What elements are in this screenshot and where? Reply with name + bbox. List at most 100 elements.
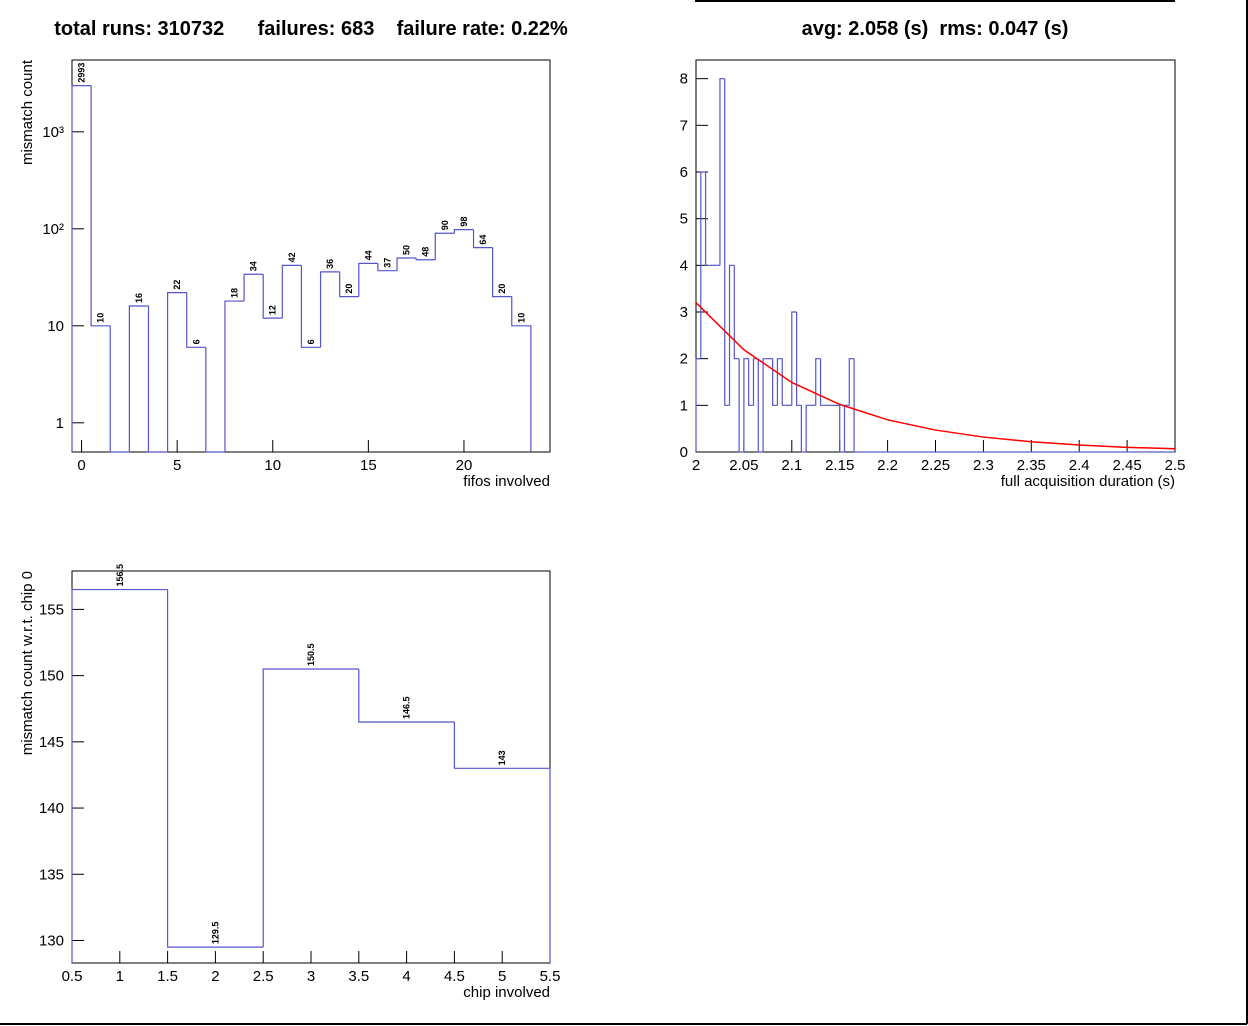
x-tick-label: 20 [456, 457, 473, 474]
x-tick-label: 2.4 [1069, 457, 1090, 474]
histogram-bin [772, 358, 778, 406]
y-tick-label: 3 [680, 304, 688, 321]
x-tick-label: 4.5 [444, 968, 465, 985]
histogram-bin [300, 265, 321, 348]
histogram-bin [224, 300, 245, 452]
x-tick-label: 5.5 [540, 968, 561, 985]
histogram-bin [205, 347, 225, 453]
x-tick-label: 3 [307, 968, 315, 985]
y-tick-label: 140 [39, 800, 64, 817]
value-label: 156.5 [115, 564, 125, 587]
histogram-bin [819, 358, 826, 406]
histogram-bin [358, 262, 378, 297]
plot-frame [71, 59, 551, 453]
histogram-bin [453, 229, 474, 234]
y-tick-label: 1 [56, 415, 64, 432]
y-tick-label: 7 [680, 117, 688, 134]
histogram-bin [776, 358, 783, 406]
value-label: 16 [134, 293, 144, 303]
histogram-bin [843, 404, 850, 452]
histogram-bin [262, 668, 359, 948]
histogram-bin [781, 358, 788, 406]
histogram-bin [511, 296, 532, 452]
x-axis-label: full acquisition duration (s) [1001, 473, 1175, 490]
histogram-bin [128, 305, 149, 452]
x-axis-label: chip involved [463, 984, 550, 1001]
y-tick-label: 135 [39, 866, 64, 883]
x-tick-label: 2.05 [729, 457, 758, 474]
value-label: 146.5 [402, 696, 412, 719]
histogram-bin [186, 292, 206, 348]
y-axis-label: mismatch count [19, 59, 36, 165]
histogram-bin [752, 358, 759, 406]
x-tick-label: 1 [116, 968, 124, 985]
histogram-bin [71, 85, 92, 452]
y-tick-label: 6 [680, 164, 688, 181]
x-tick-label: 2 [692, 457, 700, 474]
histogram-bin [748, 358, 754, 406]
x-tick-label: 2.3 [973, 457, 994, 474]
x-tick-label: 2.45 [1112, 457, 1141, 474]
value-label: 10 [96, 313, 106, 323]
chart-title: total runs: 310732 failures: 683 failure… [54, 18, 568, 40]
y-tick-label: 2 [680, 351, 688, 368]
histogram-bin [700, 171, 706, 359]
histogram-bin [757, 358, 764, 453]
histogram-bin [262, 274, 283, 319]
x-tick-label: 15 [360, 457, 377, 474]
value-label: 44 [363, 250, 373, 260]
x-tick-label: 2.1 [781, 457, 802, 474]
histogram-bin [848, 358, 855, 406]
histogram-bin [743, 358, 749, 452]
y-tick-label: 0 [680, 444, 688, 461]
x-tick-label: 2 [211, 968, 219, 985]
histogram-bin [791, 311, 797, 406]
histogram-bin [472, 229, 493, 249]
value-label: 18 [230, 288, 240, 298]
value-label: 143 [497, 750, 507, 765]
value-label: 50 [402, 245, 412, 255]
x-tick-label: 2.15 [825, 457, 854, 474]
y-tick-label: 1 [680, 397, 688, 414]
histogram-bin [396, 257, 417, 271]
x-tick-label: 2.35 [1017, 457, 1046, 474]
chart-title: avg: 2.058 (s) rms: 0.047 (s) [802, 18, 1069, 40]
histogram-bin [167, 291, 187, 452]
value-label: 64 [478, 235, 488, 245]
x-tick-label: 10 [264, 457, 281, 474]
value-label: 90 [440, 220, 450, 230]
histogram-bin [719, 78, 725, 266]
value-label: 20 [497, 284, 507, 294]
histogram-bin [319, 271, 340, 348]
y-tick-label: 5 [680, 211, 688, 228]
histogram-bin [839, 405, 845, 453]
value-label: 10 [516, 313, 526, 323]
value-label: 20 [344, 284, 354, 294]
histogram-bin [415, 258, 436, 261]
histogram-bin [90, 85, 111, 327]
histogram-bin [358, 669, 455, 723]
value-label: 42 [287, 252, 297, 262]
histogram-bin [453, 721, 551, 963]
plot-frame [695, 59, 1176, 453]
x-tick-label: 5 [173, 457, 181, 474]
histogram-bin [805, 404, 811, 452]
histogram-bin [167, 589, 264, 948]
histogram-bin [853, 358, 859, 453]
histogram-bin [795, 312, 802, 406]
histogram-bin [147, 306, 168, 453]
x-tick-label: 2.5 [1165, 457, 1186, 474]
histogram-bin [800, 405, 807, 453]
histogram-bin [434, 232, 455, 260]
y-tick-label: 150 [39, 668, 64, 685]
value-label: 48 [421, 247, 431, 257]
value-label: 6 [191, 339, 201, 344]
y-tick-label: 145 [39, 734, 64, 751]
histogram-bin [377, 263, 398, 272]
y-axis-label: mismatch count w.r.t. chip 0 [19, 571, 36, 755]
histogram-bin [243, 273, 264, 302]
histogram-bin [492, 247, 512, 298]
value-label: 22 [172, 280, 182, 290]
x-tick-label: 3.5 [348, 968, 369, 985]
y-tick-label: 8 [680, 71, 688, 88]
